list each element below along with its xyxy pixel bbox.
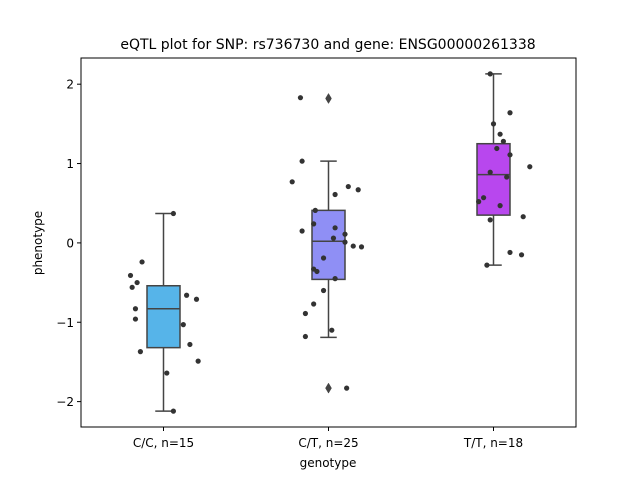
data-point (507, 249, 513, 256)
data-point (504, 174, 510, 180)
outlier-marker (325, 92, 332, 104)
data-point (500, 138, 506, 144)
data-point (180, 322, 186, 328)
data-point (507, 152, 513, 158)
data-point (330, 235, 337, 241)
data-point (299, 158, 305, 164)
data-point (520, 214, 526, 220)
data-point (345, 183, 351, 190)
data-point (311, 221, 317, 227)
data-point (487, 71, 493, 77)
data-point (302, 333, 308, 340)
x-axis-label: genotype (300, 456, 357, 470)
data-point (134, 279, 140, 286)
iqr-box (146, 284, 181, 349)
data-point (497, 203, 503, 209)
y-axis: −2 −1 0 1 2 (56, 78, 81, 409)
y-tick-label: −2 (56, 395, 74, 409)
data-point (476, 199, 482, 205)
data-point (302, 310, 308, 317)
data-point (507, 110, 513, 116)
data-point (129, 284, 135, 290)
y-axis-label: phenotype (31, 211, 45, 275)
y-tick-label: 1 (66, 157, 74, 171)
y-tick-label: −1 (56, 316, 74, 330)
data-point (487, 217, 493, 223)
plot-area (127, 71, 533, 414)
data-point (312, 207, 318, 213)
data-point (311, 301, 317, 307)
box-group (476, 71, 533, 268)
x-tick-label: C/C, n=15 (133, 436, 194, 450)
iqr-box (311, 209, 346, 281)
data-point (297, 95, 304, 101)
y-tick-label: 0 (66, 236, 74, 250)
box-group (289, 92, 365, 394)
data-point (484, 262, 490, 268)
data-point (332, 276, 338, 282)
data-point (139, 259, 145, 265)
data-point (184, 292, 190, 298)
x-axis: C/C, n=15 C/T, n=25 T/T, n=18 (133, 427, 523, 450)
chart-title: eQTL plot for SNP: rs736730 and gene: EN… (120, 37, 535, 53)
data-point (342, 231, 348, 237)
data-point (355, 187, 361, 193)
data-point (344, 385, 350, 391)
data-point (314, 268, 320, 275)
outlier-marker (325, 382, 332, 394)
data-point (358, 244, 365, 250)
data-point (342, 239, 348, 245)
data-point (518, 252, 525, 258)
box-group (127, 210, 201, 414)
data-point (195, 358, 201, 364)
data-point (127, 272, 134, 279)
data-point (289, 179, 295, 185)
data-point (132, 316, 139, 322)
x-tick-label: T/T, n=18 (463, 436, 523, 450)
data-point (193, 296, 200, 302)
data-point (527, 164, 533, 170)
y-tick-label: 2 (66, 78, 74, 92)
data-point (170, 210, 176, 217)
data-point (332, 225, 338, 231)
data-point (132, 306, 139, 312)
data-point (170, 408, 176, 414)
data-point (164, 370, 170, 376)
data-point (329, 327, 335, 333)
data-point (299, 228, 305, 234)
data-point (487, 169, 493, 175)
data-point (320, 255, 327, 261)
data-point (332, 191, 338, 198)
data-point (481, 195, 487, 201)
x-tick-label: C/T, n=25 (298, 436, 358, 450)
iqr-box (476, 142, 511, 216)
data-point (497, 131, 503, 137)
data-point (137, 349, 143, 355)
data-point (490, 121, 497, 127)
data-point (494, 145, 500, 152)
data-point (320, 287, 327, 294)
data-point (350, 243, 356, 249)
plot-frame (80, 57, 577, 428)
data-point (187, 341, 193, 348)
